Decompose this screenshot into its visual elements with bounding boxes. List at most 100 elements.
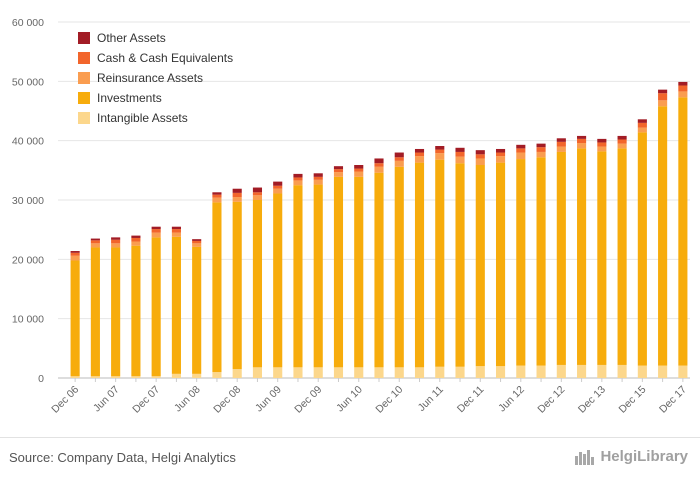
bar-segment (475, 158, 485, 165)
bar-segment (252, 200, 263, 368)
bar-segment (70, 260, 80, 377)
bar-segment (354, 367, 364, 378)
bar-segment (678, 81, 688, 86)
bar-segment (313, 173, 323, 177)
x-tick-label: Dec 12 (535, 384, 567, 416)
bar-segment (577, 148, 587, 365)
legend-label: Cash & Cash Equivalents (97, 51, 234, 65)
bar-segment (516, 144, 526, 149)
bar-segment (495, 156, 506, 163)
bar-segment (617, 139, 627, 144)
bar-segment (414, 367, 425, 378)
bar-segment (354, 164, 364, 169)
bar-segment (394, 152, 404, 158)
bar-segment (556, 146, 566, 152)
legend-label: Investments (97, 91, 162, 105)
bar-segment (171, 373, 181, 378)
x-tick-label: Dec 10 (373, 384, 405, 416)
bar-segment (374, 158, 384, 164)
bar-segment (90, 376, 100, 378)
bar-segment (151, 226, 161, 230)
bar-segment (151, 232, 161, 238)
bar-segment (637, 365, 647, 378)
bar-segment (111, 237, 121, 240)
bar-segment (536, 151, 546, 158)
bar-segment (293, 180, 303, 186)
bar-segment (171, 229, 181, 233)
bar-segment (273, 181, 283, 186)
bar-segment (556, 364, 566, 378)
bar-segment (252, 195, 263, 200)
bar-segment (151, 237, 161, 377)
y-tick-label: 10 000 (12, 314, 44, 326)
legend-item-other-assets[interactable]: Other Assets (78, 28, 233, 48)
x-tick-label: Dec 06 (49, 384, 81, 416)
bar-segment (111, 243, 121, 248)
bar-segment (232, 197, 242, 202)
bar-segment (495, 152, 506, 157)
bar-segment (70, 376, 80, 378)
bar-segment (617, 148, 627, 365)
bar-segment (131, 245, 141, 377)
bar-segment (597, 138, 607, 143)
x-tick-label: Jun 08 (172, 384, 203, 415)
x-tick-label: Jun 12 (496, 384, 527, 415)
legend-label: Intangible Assets (97, 111, 188, 125)
y-tick-label: 60 000 (12, 17, 44, 29)
bar-segment (536, 147, 546, 152)
bar-segment (273, 193, 283, 368)
bar-segment (90, 243, 100, 248)
bar-segment (394, 166, 404, 368)
bar-segment (637, 132, 647, 366)
bar-segment (252, 367, 263, 378)
legend-swatch (78, 112, 90, 124)
legend-item-cash[interactable]: Cash & Cash Equivalents (78, 48, 233, 68)
bar-segment (536, 365, 546, 378)
bar-segment (516, 148, 526, 153)
bar-segment (658, 93, 668, 101)
x-tick-label: Jun 11 (416, 384, 446, 414)
bar-segment (637, 119, 647, 123)
bar-segment (354, 176, 364, 368)
bar-segment (293, 173, 303, 178)
bar-segment (171, 232, 181, 237)
bar-segment (131, 235, 141, 238)
bar-segment (475, 366, 485, 378)
legend-swatch (78, 92, 90, 104)
bar-segment (577, 143, 587, 149)
bar-segment (232, 188, 242, 193)
bar-segment (374, 163, 384, 167)
legend-item-investments[interactable]: Investments (78, 88, 233, 108)
bar-segment (435, 146, 445, 150)
legend-item-reinsurance-assets[interactable]: Reinsurance Assets (78, 68, 233, 88)
bar-segment (192, 240, 202, 244)
bar-segment (333, 176, 344, 368)
footer-divider (0, 437, 700, 438)
bar-segment (475, 164, 485, 367)
bar-segment (111, 376, 121, 378)
bar-segment (212, 192, 222, 195)
bar-segment (556, 138, 566, 142)
bar-segment (111, 247, 121, 377)
bar-segment (617, 135, 627, 140)
bar-segment (414, 162, 425, 368)
bar-segment (394, 367, 404, 378)
bar-segment (374, 166, 384, 173)
bar-segment (171, 226, 181, 230)
bar-segment (435, 149, 445, 154)
bar-segment (435, 366, 445, 378)
source-note: Source: Company Data, Helgi Analytics (9, 450, 236, 465)
x-tick-label: Dec 09 (292, 384, 324, 416)
bar-segment (597, 364, 607, 378)
bar-segment (475, 150, 485, 155)
bar-segment (273, 188, 283, 194)
bar-segment (495, 162, 506, 367)
legend-item-intangible-assets[interactable]: Intangible Assets (78, 108, 233, 128)
bar-segment (516, 152, 526, 160)
x-tick-label: Dec 11 (455, 384, 487, 416)
brand-logo[interactable]: HelgiLibrary (574, 448, 688, 465)
x-tick-label: Jun 10 (334, 384, 365, 415)
bar-segment (516, 159, 526, 366)
bar-segment (212, 372, 222, 378)
bar-segment (111, 239, 121, 244)
